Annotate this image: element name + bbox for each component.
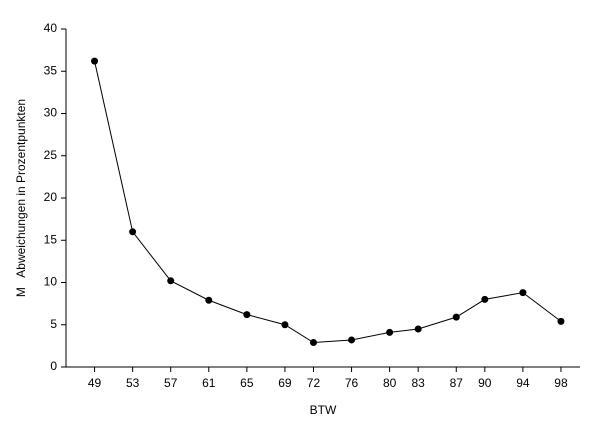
x-tick-label: 69 [278,376,292,390]
x-tick-label: 87 [450,376,464,390]
point [348,336,356,344]
y-tick-label: 10 [44,275,58,289]
point [481,295,489,303]
point [205,296,213,304]
x-tick-label: 76 [345,376,359,390]
x-tick-label: 83 [412,376,426,390]
x-tick-label: 65 [240,376,254,390]
point [281,321,289,329]
point [452,313,460,321]
y-tick-label: 0 [50,359,57,373]
point [243,311,251,319]
x-tick-label: 57 [164,376,178,390]
y-tick-label: 15 [44,232,58,246]
line [94,61,562,344]
x-tick-label: 94 [516,376,530,390]
point [414,325,422,333]
y-tick-label: 30 [44,106,58,120]
point [519,289,527,297]
point [386,328,394,336]
x-tick-label: 90 [478,376,492,390]
x-axis-label: BTW [310,403,337,417]
x-tick-label: 49 [88,376,102,390]
y-tick-label: 25 [44,148,58,162]
y-tick-label: 5 [50,317,57,331]
y-tick-label: 20 [44,190,58,204]
x-tick-label: 72 [307,376,321,390]
y-tick-label: 40 [44,21,58,35]
point [91,57,99,65]
point [167,277,175,285]
point [309,338,317,346]
y-axis-label: M Abweichungen in Prozentpunkten [14,99,28,297]
point [129,228,137,236]
x-tick-label: 53 [126,376,140,390]
x-tick-label: 98 [554,376,568,390]
x-tick-label: 61 [202,376,216,390]
y-tick-label: 35 [44,63,58,77]
x-tick-label: 80 [383,376,397,390]
point [557,317,565,325]
